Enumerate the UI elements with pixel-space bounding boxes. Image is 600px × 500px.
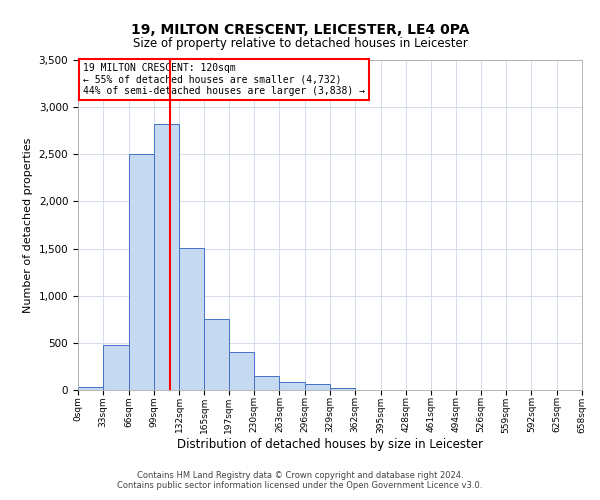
Bar: [254, 376, 280, 390]
Bar: [205, 320, 229, 390]
Bar: [305, 384, 330, 390]
Bar: [330, 388, 355, 390]
Bar: [78, 387, 103, 390]
Bar: [103, 344, 128, 390]
X-axis label: Distribution of detached houses by size in Leicester: Distribution of detached houses by size …: [177, 438, 483, 451]
Text: Size of property relative to detached houses in Leicester: Size of property relative to detached ho…: [133, 38, 467, 51]
Bar: [128, 154, 154, 390]
Text: Contains HM Land Registry data © Crown copyright and database right 2024.: Contains HM Land Registry data © Crown c…: [137, 470, 463, 480]
Bar: [154, 124, 179, 390]
Bar: [179, 248, 205, 390]
Text: Contains public sector information licensed under the Open Government Licence v3: Contains public sector information licen…: [118, 480, 482, 490]
Text: 19 MILTON CRESCENT: 120sqm
← 55% of detached houses are smaller (4,732)
44% of s: 19 MILTON CRESCENT: 120sqm ← 55% of deta…: [83, 64, 365, 96]
Bar: [229, 352, 254, 390]
Bar: [280, 382, 305, 390]
Text: 19, MILTON CRESCENT, LEICESTER, LE4 0PA: 19, MILTON CRESCENT, LEICESTER, LE4 0PA: [131, 22, 469, 36]
Y-axis label: Number of detached properties: Number of detached properties: [23, 138, 33, 312]
